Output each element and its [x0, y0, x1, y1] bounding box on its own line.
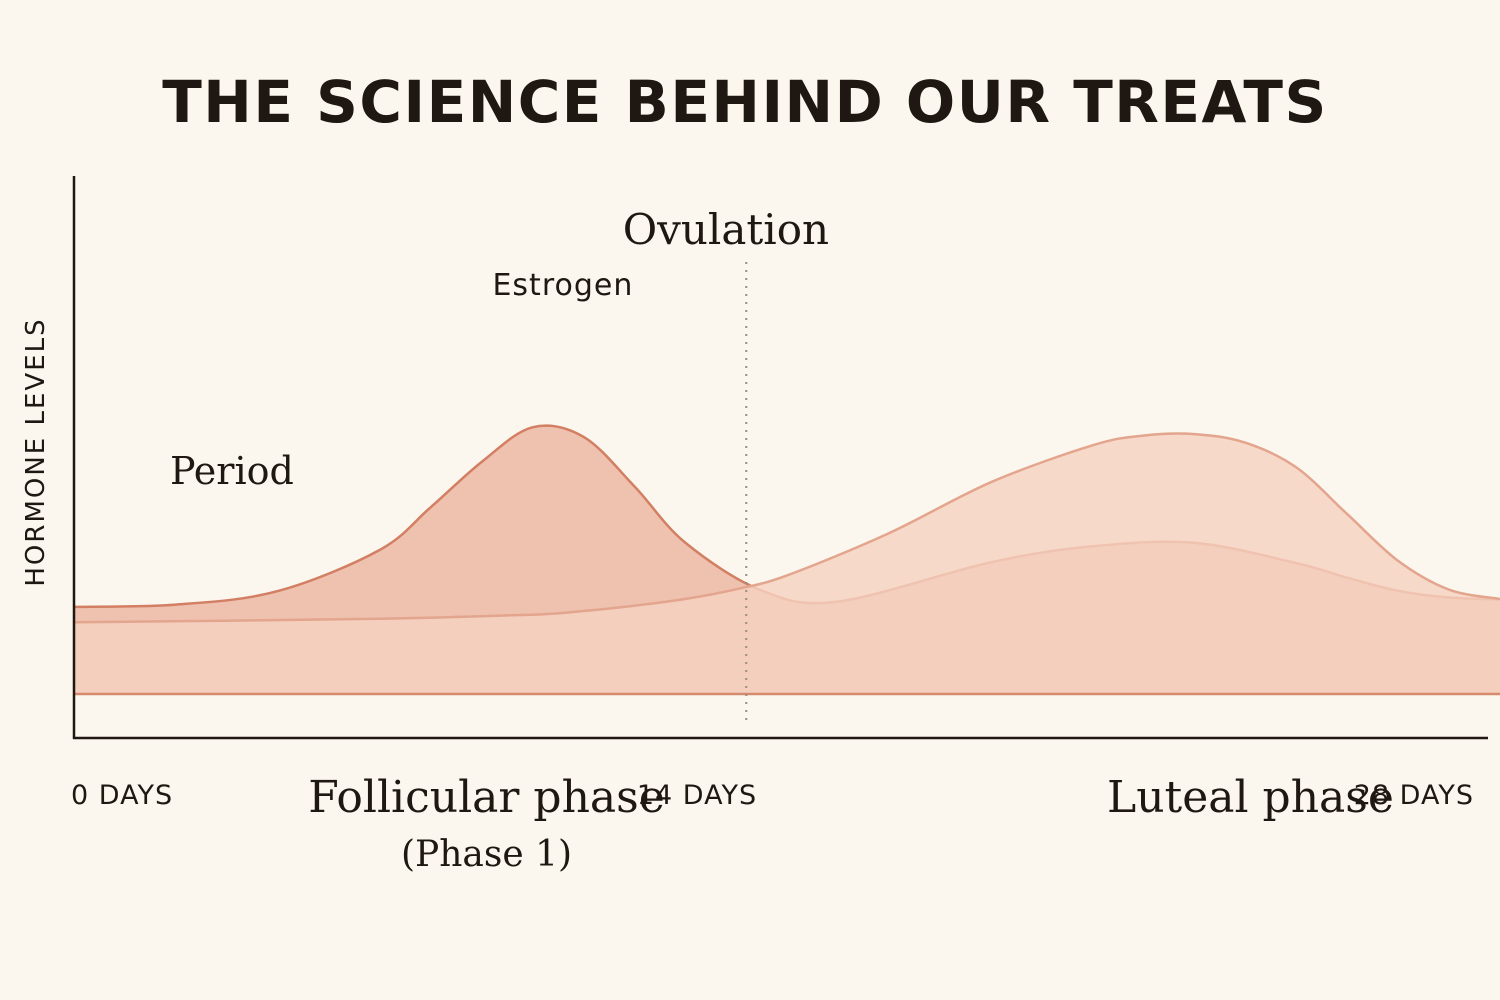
- chart-title: THE SCIENCE BEHIND OUR TREATS: [162, 68, 1328, 136]
- phase-sub-label: (Phase 1): [401, 834, 572, 875]
- x-tick-label: 14 DAYS: [637, 780, 757, 811]
- x-tick-label: 28 DAYS: [1354, 780, 1474, 811]
- annotation-label: Estrogen: [492, 268, 633, 303]
- area-layer: [73, 424, 1500, 694]
- annotation-label: Ovulation: [623, 205, 829, 254]
- phase-label: Luteal phase: [1107, 772, 1394, 823]
- label-layer: 0 DAYS 14 DAYS 28 DAYS Follicular phase (Pha…: [71, 205, 1474, 875]
- annotation-label: Period: [170, 449, 294, 493]
- phase-label: Follicular phase: [308, 772, 665, 823]
- area-lower: [74, 433, 1500, 694]
- line-lower: [73, 432, 1500, 624]
- x-tick-label: 0 DAYS: [71, 780, 173, 811]
